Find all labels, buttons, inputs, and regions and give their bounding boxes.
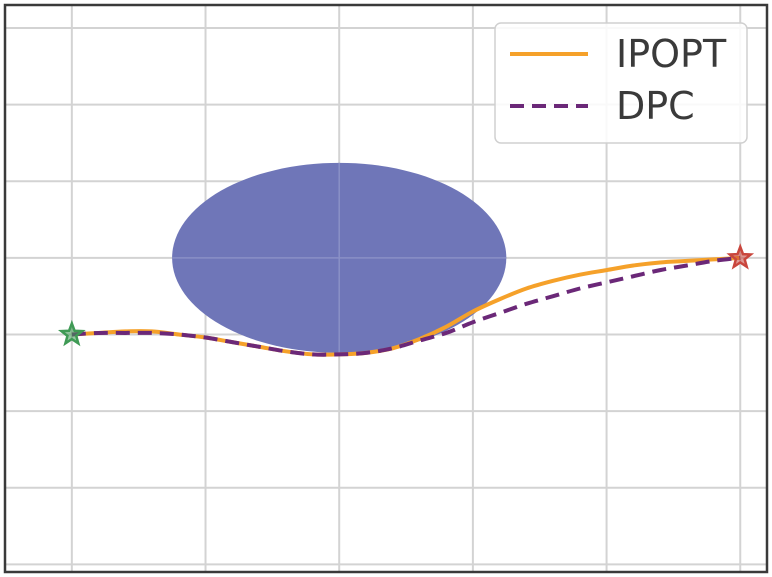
end-star-marker [726, 243, 755, 270]
series-line-dpc [71, 255, 741, 357]
series-layer [71, 255, 741, 357]
legend-label-ipopt: IPOPT [616, 32, 727, 76]
plot-frame [3, 3, 769, 574]
legend-label-dpc: DPC [616, 84, 695, 128]
obstacle-layer [172, 162, 507, 353]
start-star-marker [57, 319, 86, 347]
marker-layer [57, 243, 755, 347]
legend: IPOPT DPC [494, 22, 748, 144]
